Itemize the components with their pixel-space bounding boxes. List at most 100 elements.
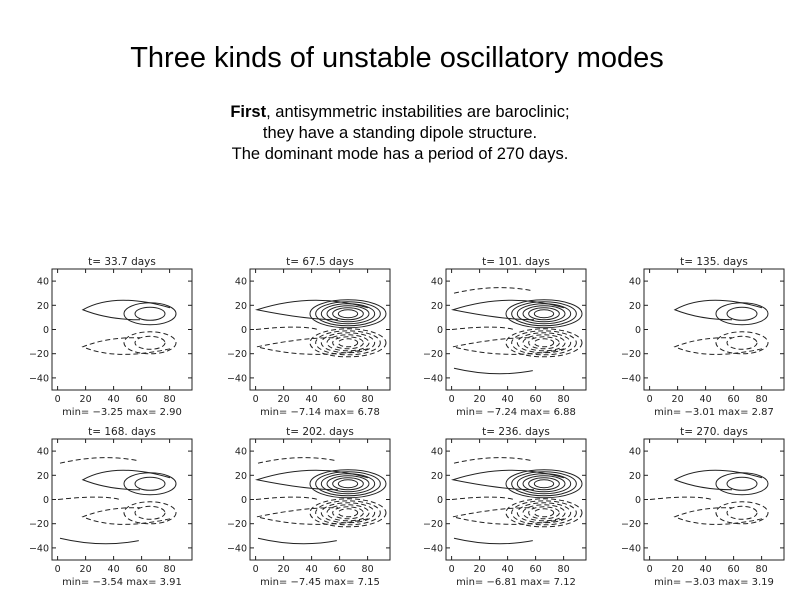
y-tick-label: 40 — [431, 447, 443, 458]
x-tick-label: 20 — [80, 564, 92, 575]
x-tick-label: 20 — [80, 394, 92, 405]
x-tick-label: 60 — [136, 394, 148, 405]
contour-lines — [255, 299, 387, 358]
y-tick-label: 20 — [37, 471, 49, 482]
x-tick-label: 40 — [502, 564, 514, 575]
y-tick-label: −20 — [424, 349, 443, 360]
x-tick-label: 20 — [474, 564, 486, 575]
y-tick-label: −20 — [622, 349, 641, 360]
contour-panel: t= 135. days 40 20 0 −20 −40 0 20 40 60 80 min= −3.… — [622, 253, 794, 423]
y-tick-label: −40 — [622, 373, 641, 384]
contour-panel: t= 67.5 days 40 20 0 −20 −40 0 20 40 60 80 min= −7.… — [228, 253, 400, 423]
x-tick-label: 0 — [449, 394, 455, 405]
contour-panel: t= 168. days 40 20 0 −20 −40 0 20 40 60 80 min= −3.… — [30, 423, 202, 593]
y-tick-label: 40 — [37, 277, 49, 288]
contour-panel: t= 236. days 40 20 0 −20 −40 0 20 40 60 80 min= −6.… — [424, 423, 596, 593]
minmax-label: min= −3.03 max= 3.19 — [654, 577, 774, 588]
contour-lines — [673, 299, 769, 355]
contour-panel: t= 202. days 40 20 0 −20 −40 0 20 40 60 80 min= −7.… — [228, 423, 400, 593]
x-tick-label: 40 — [306, 394, 318, 405]
x-tick-label: 20 — [672, 564, 684, 575]
contour-lines — [81, 299, 177, 355]
y-tick-label: 40 — [431, 277, 443, 288]
plot-frame — [643, 268, 785, 391]
minmax-label: min= −7.45 max= 7.15 — [260, 577, 380, 588]
x-tick-label: 80 — [164, 564, 176, 575]
contour-plot: t= 270. days 40 20 0 −20 −40 0 20 40 60 80 min= −3.… — [622, 426, 785, 588]
x-tick-label: 20 — [672, 394, 684, 405]
contour-plot: t= 67.5 days 40 20 0 −20 −40 0 20 40 60 80 min= −7.… — [228, 256, 391, 418]
minmax-label: min= −7.14 max= 6.78 — [260, 407, 380, 418]
y-tick-label: −40 — [622, 543, 641, 554]
time-label: t= 202. days — [286, 426, 354, 438]
contour-panel: t= 101. days 40 20 0 −20 −40 0 20 40 60 80 min= −7.… — [424, 253, 596, 423]
x-tick-label: 40 — [108, 564, 120, 575]
y-tick-label: −20 — [228, 519, 247, 530]
x-tick-label: 0 — [55, 394, 61, 405]
y-tick-label: 20 — [37, 301, 49, 312]
time-label: t= 67.5 days — [286, 256, 354, 268]
minmax-label: min= −3.54 max= 3.91 — [62, 577, 182, 588]
time-label: t= 33.7 days — [88, 256, 156, 268]
first-label: First — [230, 103, 267, 121]
x-tick-label: 60 — [728, 564, 740, 575]
x-tick-label: 80 — [362, 564, 374, 575]
y-tick-label: 0 — [635, 495, 641, 506]
plot-frame — [445, 268, 587, 391]
y-tick-label: −40 — [228, 373, 247, 384]
time-label: t= 168. days — [88, 426, 156, 438]
y-tick-label: 0 — [437, 495, 443, 506]
y-tick-label: −20 — [622, 519, 641, 530]
minmax-label: min= −3.01 max= 2.87 — [654, 407, 774, 418]
contour-panel: t= 33.7 days 40 20 0 −20 −40 0 20 40 60 80 min= −3.… — [30, 253, 202, 423]
y-tick-label: 0 — [635, 325, 641, 336]
description-line-1-rest: , antisymmetric instabilities are barocl… — [266, 103, 570, 121]
minmax-label: min= −7.24 max= 6.88 — [456, 407, 576, 418]
y-tick-label: 40 — [235, 447, 247, 458]
y-tick-label: 40 — [235, 277, 247, 288]
x-tick-label: 60 — [136, 564, 148, 575]
description-line-2: they have a standing dipole structure. — [262, 124, 538, 142]
contour-plot: t= 101. days 40 20 0 −20 −40 0 20 40 60 80 min= −7.… — [424, 256, 587, 418]
x-tick-label: 80 — [756, 564, 768, 575]
contour-lines — [451, 457, 583, 545]
contour-plot: t= 236. days 40 20 0 −20 −40 0 20 40 60 80 min= −6.… — [424, 426, 587, 588]
x-tick-label: 80 — [362, 394, 374, 405]
minmax-label: min= −3.25 max= 2.90 — [62, 407, 182, 418]
x-tick-label: 0 — [647, 394, 653, 405]
y-tick-label: 20 — [629, 301, 641, 312]
x-tick-label: 0 — [449, 564, 455, 575]
y-tick-label: 40 — [629, 447, 641, 458]
x-tick-label: 60 — [334, 564, 346, 575]
x-tick-label: 60 — [530, 564, 542, 575]
y-tick-label: 0 — [43, 495, 49, 506]
plot-frame — [445, 438, 587, 561]
contour-lines — [451, 287, 583, 375]
y-tick-label: 0 — [43, 325, 49, 336]
x-tick-label: 80 — [756, 394, 768, 405]
time-label: t= 236. days — [482, 426, 550, 438]
contour-plot: t= 168. days 40 20 0 −20 −40 0 20 40 60 80 min= −3.… — [30, 426, 193, 588]
y-tick-label: 20 — [431, 301, 443, 312]
y-tick-label: −20 — [30, 519, 49, 530]
plot-frame — [51, 438, 193, 561]
y-tick-label: −20 — [424, 519, 443, 530]
x-tick-label: 0 — [647, 564, 653, 575]
description-line-1: First, antisymmetric instabilities are b… — [150, 102, 650, 123]
slide-title: Three kinds of unstable oscillatory mode… — [130, 42, 664, 74]
x-tick-label: 0 — [253, 564, 259, 575]
x-tick-label: 40 — [700, 564, 712, 575]
time-label: t= 101. days — [482, 256, 550, 268]
contour-lines — [255, 457, 387, 545]
y-tick-label: −40 — [424, 543, 443, 554]
x-tick-label: 0 — [253, 394, 259, 405]
plot-frame — [643, 438, 785, 561]
y-tick-label: −40 — [424, 373, 443, 384]
x-tick-label: 60 — [728, 394, 740, 405]
time-label: t= 270. days — [680, 426, 748, 438]
x-tick-label: 20 — [278, 564, 290, 575]
y-tick-label: 0 — [241, 495, 247, 506]
plot-frame — [249, 268, 391, 391]
y-tick-label: 20 — [629, 471, 641, 482]
contour-panel: t= 270. days 40 20 0 −20 −40 0 20 40 60 80 min= −3.… — [622, 423, 794, 593]
